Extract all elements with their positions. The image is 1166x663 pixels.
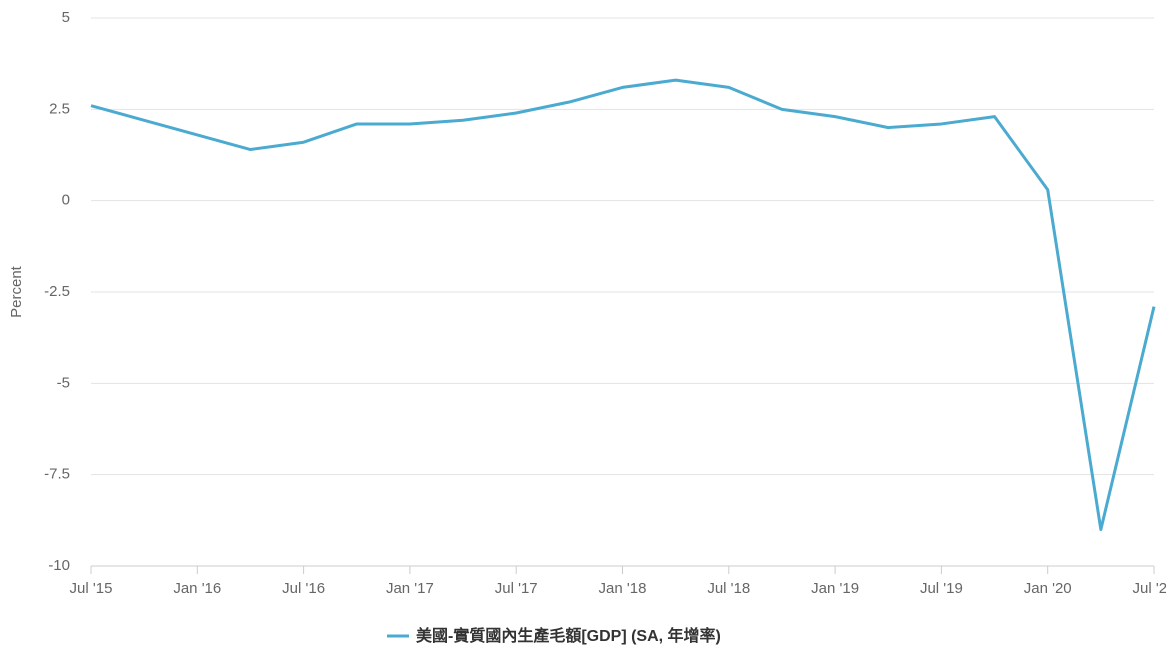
y-tick-label: 5: [62, 9, 70, 26]
x-tick-label: Jul '20: [1133, 580, 1166, 597]
x-tick-label: Jul '16: [282, 580, 325, 597]
x-tick-label: Jul '18: [707, 580, 750, 597]
legend-label: 美國-實質國內生產毛額[GDP] (SA, 年增率): [416, 626, 721, 645]
y-tick-label: -5: [57, 374, 70, 391]
y-tick-label: -10: [48, 557, 70, 574]
x-tick-label: Jan '20: [1024, 580, 1072, 597]
x-tick-label: Jul '15: [70, 580, 113, 597]
y-axis-title: Percent: [8, 265, 25, 318]
x-tick-label: Jan '19: [811, 580, 859, 597]
x-tick-label: Jan '18: [599, 580, 647, 597]
x-tick-label: Jan '16: [173, 580, 221, 597]
y-tick-label: 2.5: [49, 100, 70, 117]
y-tick-label: -2.5: [44, 283, 70, 300]
y-tick-label: 0: [62, 192, 70, 209]
legend-item: 美國-實質國內生產毛額[GDP] (SA, 年增率): [387, 626, 721, 645]
x-tick-label: Jan '17: [386, 580, 434, 597]
x-tick-label: Jul '17: [495, 580, 538, 597]
x-tick-label: Jul '19: [920, 580, 963, 597]
y-tick-label: -7.5: [44, 466, 70, 483]
line: [90, 78, 1156, 531]
